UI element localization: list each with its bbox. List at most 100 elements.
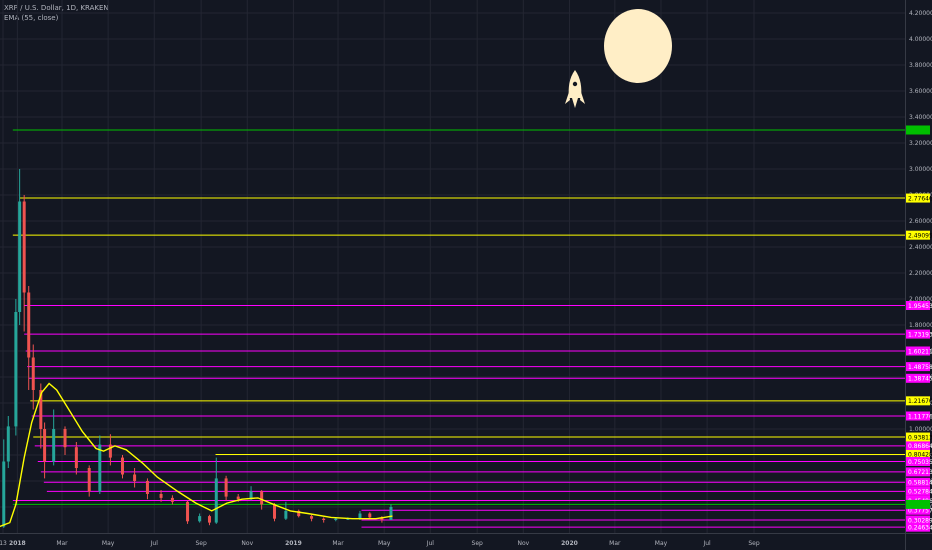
- level-price-tag: [906, 362, 930, 372]
- candle-body: [145, 481, 149, 494]
- level-price-label: 1.21670: [908, 398, 932, 405]
- candle-body: [380, 517, 384, 520]
- candle-body: [214, 478, 218, 523]
- candle-body: [322, 518, 326, 520]
- level-price-tag: [906, 441, 930, 451]
- candle-body: [310, 516, 314, 519]
- level-price-tag: [906, 346, 930, 356]
- time-axis[interactable]: 13 2018 Mar May Jul Sep Nov 2019 Mar May Jul Sep Nov…: [0, 540, 760, 547]
- price-tick-label: 2.60000: [909, 218, 932, 225]
- level-price-tag: [906, 301, 930, 310]
- price-tick-label: 1.00000: [909, 426, 932, 433]
- candle-body: [133, 474, 137, 481]
- level-price-label: 0.67213: [908, 469, 932, 476]
- time-tick-label: Sep: [472, 540, 484, 547]
- candle-body: [186, 501, 190, 522]
- candle-body: [63, 429, 67, 448]
- level-price-label: 0.86864: [908, 443, 932, 450]
- time-tick-label: Mar: [56, 540, 68, 547]
- time-tick-label: 13: [0, 540, 7, 547]
- time-tick-label: May: [102, 540, 115, 547]
- time-tick-label: Sep: [195, 540, 207, 547]
- time-tick-label: May: [378, 540, 391, 547]
- candle-body: [22, 201, 26, 293]
- candle-body: [98, 444, 102, 492]
- level-price-label: 1.38745: [908, 376, 932, 383]
- level-price-label: 0.24634: [908, 524, 932, 531]
- candle-body: [346, 518, 350, 520]
- level-price-label: 0.52784: [908, 489, 932, 496]
- level-price-tag: [906, 477, 930, 487]
- chart-symbol-title: XRP / U.S. Dollar, 1D, KRAKEN: [4, 4, 109, 12]
- candle-body: [74, 447, 78, 468]
- level-price-tag: [906, 373, 930, 383]
- candle-body: [6, 426, 10, 462]
- level-price-tag: [906, 125, 930, 135]
- candle-body: [198, 516, 202, 522]
- time-tick-label: Jul: [702, 540, 711, 547]
- level-price-label: 1.60211: [908, 348, 932, 355]
- level-price-tag: [906, 515, 930, 525]
- level-price-tag: [906, 230, 930, 240]
- candle-body: [39, 390, 43, 429]
- candle-body: [27, 292, 31, 358]
- price-tick-label: 2.00000: [909, 296, 932, 303]
- time-tick-label: Nov: [241, 540, 253, 547]
- ema-indicator-label: EMA (55, close): [4, 14, 59, 22]
- time-tick-label: May: [655, 540, 668, 547]
- time-tick-label: 2020: [561, 540, 578, 547]
- level-price-label: 0.75035: [908, 459, 932, 466]
- time-tick-label: 2018: [9, 540, 26, 547]
- level-price-label: 0.37757: [908, 508, 932, 515]
- level-price-tag: [906, 396, 930, 406]
- time-tick-label: Mar: [332, 540, 344, 547]
- rocket-icon: [565, 70, 585, 108]
- price-tick-label: 3.60000: [909, 88, 932, 95]
- time-tick-label: Sep: [748, 540, 760, 547]
- candle-body: [236, 496, 240, 500]
- candle-body: [31, 357, 35, 390]
- price-tick-label: 4.20000: [909, 10, 932, 17]
- time-tick-label: Jul: [426, 540, 435, 547]
- price-tick-label: 2.20000: [909, 270, 932, 277]
- candle-body: [249, 491, 253, 500]
- level-price-tag: [906, 449, 930, 459]
- candle-body: [18, 201, 22, 312]
- price-tick-label: 4.00000: [909, 36, 932, 43]
- candles: [2, 169, 393, 528]
- level-price-tag: [906, 193, 930, 203]
- candle-body: [108, 444, 112, 458]
- candle-body: [224, 478, 228, 497]
- level-price-tag: [906, 505, 930, 515]
- price-tick-label: 3.40000: [909, 114, 932, 121]
- level-price-label: 2.49095: [908, 232, 932, 239]
- candle-body: [368, 513, 372, 518]
- price-tick-label: 3.80000: [909, 62, 932, 69]
- horizontal-levels: [12, 129, 905, 528]
- candle-body: [14, 312, 18, 427]
- time-tick-label: 2019: [285, 540, 302, 547]
- price-tick-label: 2.40000: [909, 244, 932, 251]
- level-price-label: 0.30289: [908, 517, 932, 524]
- level-price-tag: [906, 432, 930, 442]
- candle-body: [284, 510, 288, 519]
- candle-body: [207, 516, 211, 523]
- level-price-tag: [906, 467, 930, 477]
- candle-body: [170, 497, 174, 502]
- ema-55-line: [0, 382, 393, 528]
- level-price-label: 1.73193: [908, 331, 932, 338]
- level-price-tag: [906, 329, 930, 339]
- time-tick-label: Jul: [150, 540, 159, 547]
- level-price-label: 0.58814: [908, 480, 932, 487]
- candle-body: [120, 457, 124, 475]
- moon-icon: [604, 9, 672, 83]
- level-price-tag: [906, 457, 930, 466]
- price-axis[interactable]: 4.20000 4.00000 3.80000 3.60000 3.40000 3.200…: [906, 10, 932, 532]
- candle-body: [297, 510, 301, 517]
- candle-body: [389, 507, 393, 520]
- level-price-tag: [906, 522, 930, 532]
- price-tick-label: 1.80000: [909, 322, 932, 329]
- level-price-label: 2.77646: [908, 195, 932, 202]
